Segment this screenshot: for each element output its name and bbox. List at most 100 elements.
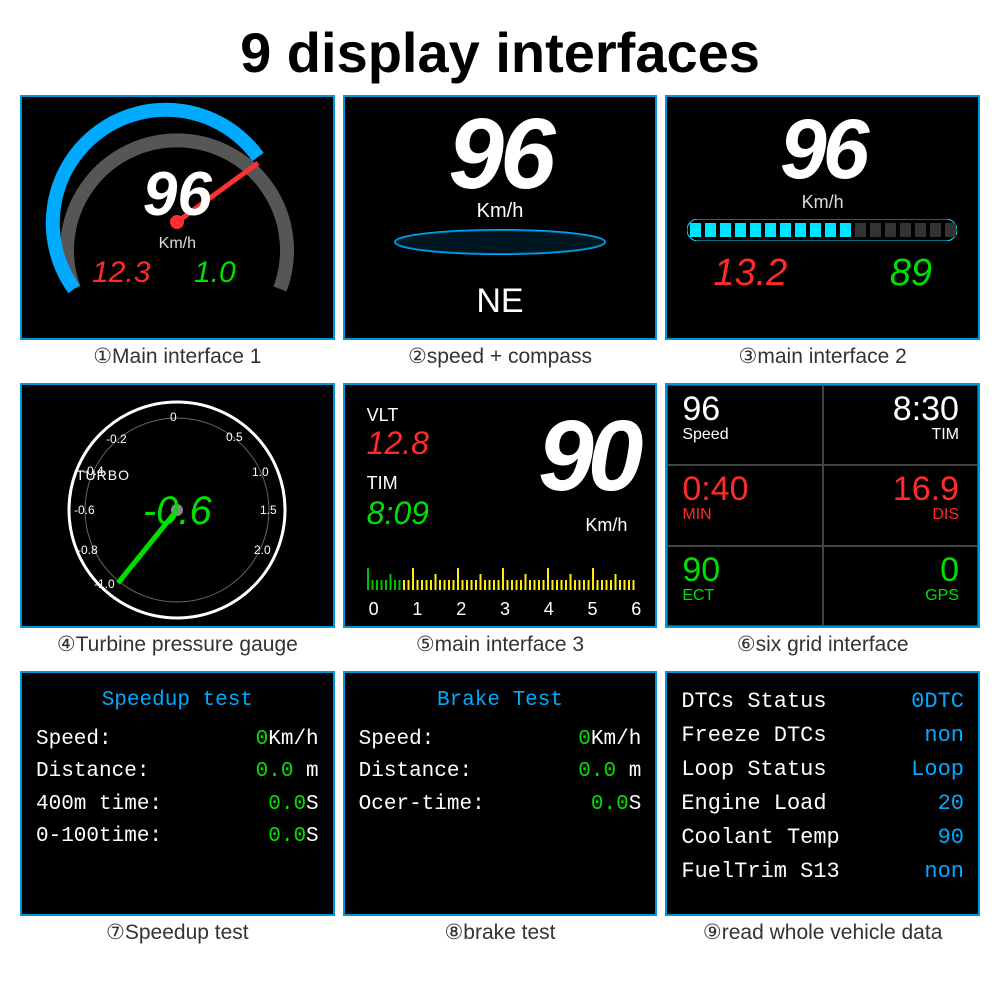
grid-cell: 8:30TIM bbox=[823, 385, 978, 465]
test-row: Speed:0Km/h bbox=[359, 724, 642, 757]
ruler-number: 2 bbox=[456, 599, 466, 620]
caption-1: ①Main interface 1 bbox=[20, 340, 335, 375]
speed-value: 96 bbox=[667, 101, 978, 198]
row-label: Distance: bbox=[359, 756, 472, 789]
row-label: DTCs Status bbox=[681, 685, 826, 719]
grid-cell: 16.9DIS bbox=[823, 465, 978, 545]
tick: 2.0 bbox=[254, 543, 271, 557]
row-value: non bbox=[924, 855, 964, 889]
tick: -0.8 bbox=[77, 543, 98, 557]
row-label: FuelTrim S13 bbox=[681, 855, 839, 889]
row-value: Loop bbox=[911, 753, 964, 787]
row-unit: m bbox=[293, 760, 318, 783]
caption-2: ②speed + compass bbox=[343, 340, 658, 375]
cell-value: 90 bbox=[682, 553, 821, 587]
ruler-number: 6 bbox=[631, 599, 641, 620]
row-unit: S bbox=[306, 793, 319, 816]
speed-unit: Km/h bbox=[667, 192, 978, 213]
panel-main-interface-3: 90 Km/h VLT 12.8 TIM 8:09 0123456 bbox=[343, 383, 658, 628]
grid-cell: 96Speed bbox=[667, 385, 822, 465]
data-row: Engine Load 20 bbox=[681, 787, 964, 821]
row-unit: S bbox=[629, 793, 642, 816]
panel-speedup-test: Speedup test Speed:0Km/hDistance:0.0 m40… bbox=[20, 671, 335, 916]
row-value: non bbox=[924, 719, 964, 753]
test-row: Distance: 0.0 m bbox=[36, 756, 319, 789]
row-unit: S bbox=[306, 825, 319, 848]
test-row: Speed:0Km/h bbox=[36, 724, 319, 757]
tick: 1.5 bbox=[260, 503, 277, 517]
cell-value: 16.9 bbox=[824, 472, 959, 506]
test-row: 400m time: 0.0S bbox=[36, 789, 319, 822]
ruler-numbers: 0123456 bbox=[369, 599, 642, 620]
grid-cell: 0:40MIN bbox=[667, 465, 822, 545]
data-row: Loop StatusLoop bbox=[681, 753, 964, 787]
row-unit: Km/h bbox=[591, 728, 641, 751]
test-title: Speedup test bbox=[36, 685, 319, 718]
panel-speed-compass: 96 Km/h NE bbox=[343, 95, 658, 340]
panel-vehicle-data: DTCs Status 0DTCFreeze DTCsnonLoop Status… bbox=[665, 671, 980, 916]
ruler-number: 1 bbox=[412, 599, 422, 620]
row-label: Speed: bbox=[36, 724, 112, 757]
caption-8: ⑧brake test bbox=[343, 916, 658, 951]
speed-unit: Km/h bbox=[585, 515, 627, 536]
row-label: Ocer-time: bbox=[359, 789, 485, 822]
speed-value: 96 bbox=[345, 97, 656, 212]
row-label: Coolant Temp bbox=[681, 821, 839, 855]
vlt-value: 12.8 bbox=[367, 425, 429, 462]
tick: 1.0 bbox=[252, 465, 269, 479]
data-row: FuelTrim S13 non bbox=[681, 855, 964, 889]
row-value: 0.0 bbox=[268, 793, 306, 816]
turbo-value: -0.6 bbox=[22, 489, 333, 534]
row-value: 0 bbox=[256, 728, 269, 751]
row-value: 0.0 bbox=[591, 793, 629, 816]
value-red: 12.3 bbox=[92, 256, 150, 290]
row-label: Engine Load bbox=[681, 787, 826, 821]
test-row: 0-100time:0.0S bbox=[36, 821, 319, 854]
cell-label: TIM bbox=[824, 426, 959, 444]
caption-7: ⑦Speedup test bbox=[20, 916, 335, 951]
data-row: Coolant Temp90 bbox=[681, 821, 964, 855]
caption-6: ⑥six grid interface bbox=[665, 628, 980, 663]
row-unit: m bbox=[616, 760, 641, 783]
cell-value: 96 bbox=[682, 392, 821, 426]
caption-3: ③main interface 2 bbox=[665, 340, 980, 375]
tim-label: TIM bbox=[367, 473, 398, 494]
panel-six-grid: 96Speed8:30TIM0:40MIN16.9DIS90ECT0GPS bbox=[665, 383, 980, 628]
ruler-icon bbox=[357, 560, 643, 596]
ruler-number: 5 bbox=[587, 599, 597, 620]
data-row: DTCs Status 0DTC bbox=[681, 685, 964, 719]
compass-direction: NE bbox=[345, 282, 656, 321]
value-green: 89 bbox=[890, 252, 932, 295]
main-title: 9 display interfaces bbox=[0, 0, 1000, 95]
row-value: 20 bbox=[938, 787, 964, 821]
cell-label: Speed bbox=[682, 426, 821, 444]
tick: -0.4 bbox=[83, 464, 104, 478]
panel-main-interface-1: 96 Km/h 12.3 1.0 bbox=[20, 95, 335, 340]
interface-grid: 96 Km/h 12.3 1.0 ①Main interface 1 96 Km… bbox=[0, 95, 1000, 951]
panel-main-interface-2: 96 Km/h 13.2 89 bbox=[665, 95, 980, 340]
tick: 0.5 bbox=[226, 430, 243, 444]
row-value: 0.0 bbox=[578, 760, 616, 783]
test-title: Brake Test bbox=[359, 685, 642, 718]
speed-value: 90 bbox=[538, 399, 637, 514]
row-value: 0.0 bbox=[256, 760, 294, 783]
cell-value: 0 bbox=[824, 553, 959, 587]
value-green: 1.0 bbox=[194, 256, 236, 290]
tim-value: 8:09 bbox=[367, 495, 429, 532]
speed-value: 96 bbox=[22, 159, 333, 230]
row-value: 0.0 bbox=[268, 825, 306, 848]
row-label: 400m time: bbox=[36, 789, 162, 822]
tick: 0 bbox=[170, 410, 177, 424]
tick: -0.2 bbox=[106, 432, 127, 446]
row-value: 0 bbox=[578, 728, 591, 751]
cell-label: GPS bbox=[824, 587, 959, 605]
data-row: Freeze DTCsnon bbox=[681, 719, 964, 753]
grid-cell: 90ECT bbox=[667, 546, 822, 626]
row-label: Distance: bbox=[36, 756, 149, 789]
tick: -1.0 bbox=[94, 577, 115, 591]
cell-label: MIN bbox=[682, 506, 821, 524]
test-row: Ocer-time: 0.0S bbox=[359, 789, 642, 822]
row-value: 0DTC bbox=[911, 685, 964, 719]
cell-label: DIS bbox=[824, 506, 959, 524]
cell-value: 0:40 bbox=[682, 472, 821, 506]
